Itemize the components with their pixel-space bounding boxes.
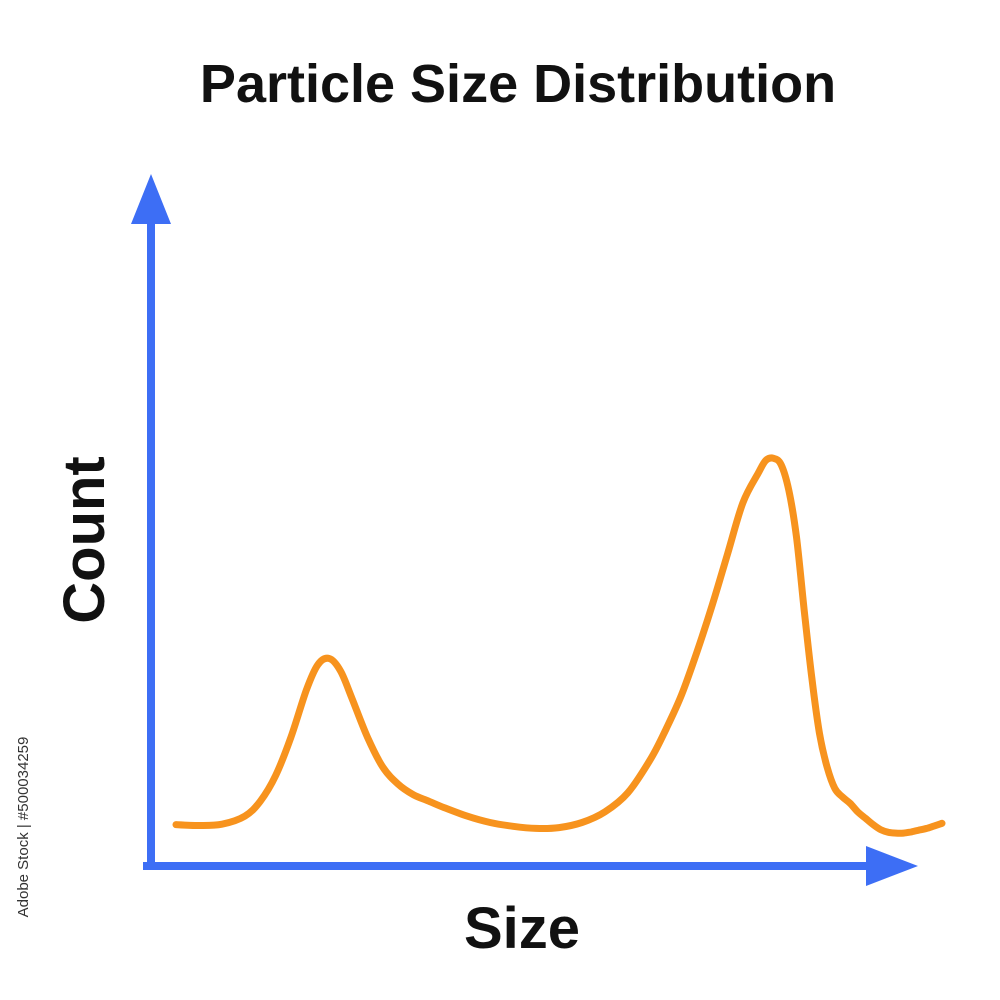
x-axis-arrowhead [866, 846, 918, 886]
stock-image-id: Adobe Stock | #500034259 [15, 737, 32, 918]
y-axis-arrowhead [131, 174, 171, 224]
distribution-curve-0 [172, 454, 946, 837]
chart-title: Particle Size Distribution [200, 54, 836, 114]
y-axis-label: Count [52, 456, 117, 624]
x-axis-label: Size [464, 896, 580, 961]
series-layer [172, 454, 946, 837]
